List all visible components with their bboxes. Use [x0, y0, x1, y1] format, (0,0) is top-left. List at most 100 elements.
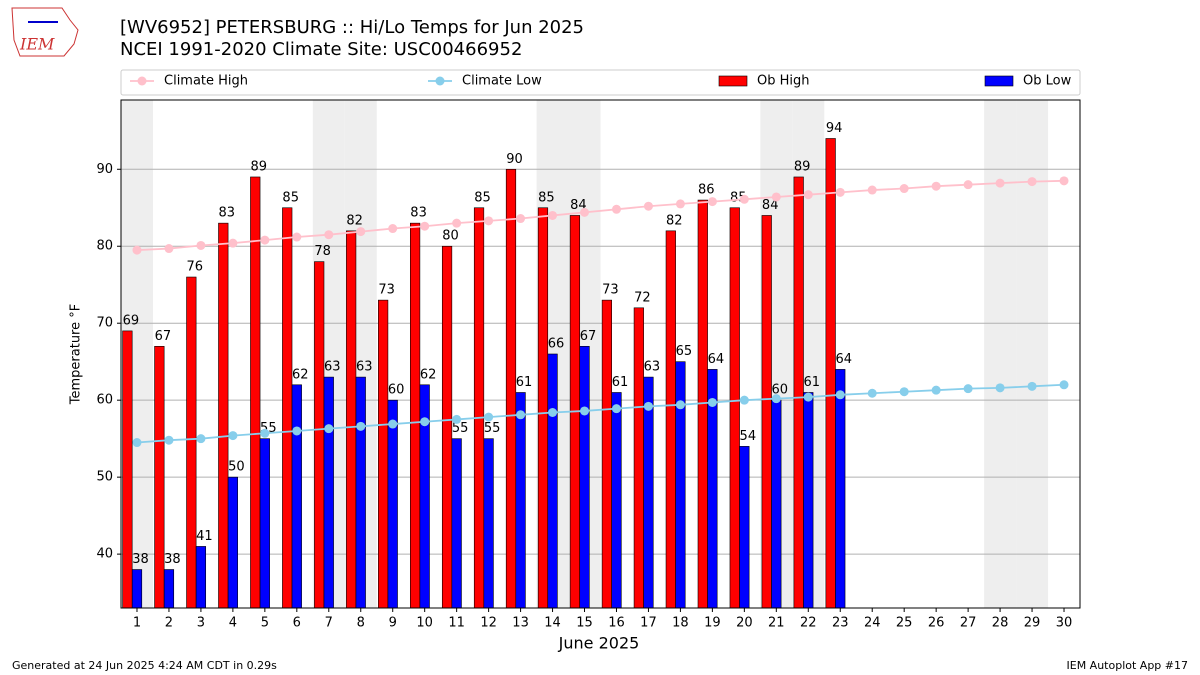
- bar: [154, 346, 165, 609]
- bar: [771, 399, 782, 609]
- bar: [131, 569, 143, 609]
- line-marker: [1059, 176, 1069, 186]
- line-marker: [835, 187, 845, 197]
- line-marker: [356, 421, 366, 431]
- footer-left: Generated at 24 Jun 2025 4:24 AM CDT in …: [12, 659, 277, 672]
- value-label: 61: [803, 375, 820, 390]
- y-axis-label: Temperature °F: [69, 304, 84, 405]
- line-marker: [1059, 380, 1069, 390]
- value-label: 64: [708, 352, 725, 367]
- value-label: 85: [538, 190, 555, 205]
- line-marker: [963, 384, 973, 394]
- weekend-shade: [1016, 100, 1049, 608]
- x-tick-label: 15: [576, 616, 593, 631]
- bar: [633, 307, 644, 609]
- bar: [601, 299, 612, 609]
- bar: [227, 476, 238, 609]
- line-marker: [771, 394, 781, 404]
- bar: [483, 438, 494, 609]
- bar: [505, 168, 517, 609]
- value-label: 83: [218, 206, 235, 221]
- x-tick-label: 24: [864, 616, 881, 631]
- x-tick-label: 3: [197, 616, 205, 631]
- value-label: 83: [410, 206, 427, 221]
- value-label: 62: [292, 367, 309, 382]
- value-label: 67: [580, 329, 597, 344]
- value-label: 85: [282, 190, 299, 205]
- line-marker: [803, 392, 813, 402]
- value-label: 54: [740, 429, 757, 444]
- line-marker: [356, 227, 366, 237]
- bar: [122, 330, 133, 609]
- logo: IEM: [11, 7, 79, 57]
- x-tick-label: 2: [165, 616, 173, 631]
- bar: [579, 346, 590, 609]
- line-marker: [611, 404, 621, 414]
- value-label: 55: [452, 421, 469, 436]
- line-marker: [292, 426, 302, 436]
- value-label: 89: [250, 159, 267, 174]
- bar: [409, 222, 421, 609]
- x-tick-label: 21: [768, 616, 785, 631]
- line-marker: [867, 388, 877, 398]
- x-tick-label: 4: [229, 616, 237, 631]
- x-tick-label: 25: [896, 616, 913, 631]
- legend-marker: [435, 76, 445, 86]
- legend-marker: [137, 76, 147, 86]
- line-marker: [643, 201, 653, 211]
- value-label: 50: [228, 460, 245, 475]
- weekend-shade: [984, 100, 1017, 608]
- x-tick-label: 6: [293, 616, 301, 631]
- value-label: 73: [378, 283, 395, 298]
- bar: [163, 569, 175, 609]
- legend-label: Climate Low: [462, 74, 542, 89]
- bar: [643, 376, 654, 609]
- line-marker: [452, 414, 462, 424]
- bar: [675, 361, 686, 609]
- line-marker: [995, 178, 1005, 188]
- y-tick-label: 90: [96, 162, 113, 177]
- line-marker: [835, 390, 845, 400]
- bar: [761, 215, 772, 609]
- x-tick-label: 1: [133, 616, 141, 631]
- bar: [218, 222, 229, 609]
- legend-label: Ob High: [757, 74, 810, 89]
- line-marker: [324, 424, 334, 434]
- footer-right: IEM Autoplot App #17: [1067, 659, 1189, 672]
- line-marker: [707, 397, 717, 407]
- legend-box: [120, 69, 1081, 96]
- x-tick-label: 18: [672, 616, 689, 631]
- x-tick-label: 8: [357, 616, 365, 631]
- plot-frame: [120, 99, 1081, 609]
- value-label: 55: [484, 421, 501, 436]
- value-label: 69: [123, 313, 140, 328]
- x-tick-label: 16: [608, 616, 625, 631]
- x-tick-label: 9: [389, 616, 397, 631]
- value-label: 72: [634, 290, 651, 305]
- bar: [473, 207, 485, 609]
- bar: [346, 230, 357, 609]
- y-tick-label: 40: [96, 547, 113, 562]
- x-tick-label: 7: [325, 616, 333, 631]
- bar: [537, 207, 549, 609]
- x-tick-label: 23: [832, 616, 849, 631]
- bar: [825, 138, 836, 609]
- value-label: 63: [356, 360, 373, 375]
- line-marker: [420, 417, 430, 427]
- value-label: 78: [314, 244, 331, 259]
- line-marker: [739, 194, 749, 204]
- bar: [291, 384, 302, 609]
- value-label: 61: [516, 375, 533, 390]
- line-marker: [899, 184, 909, 194]
- x-tick-label: 5: [261, 616, 269, 631]
- value-label: 63: [324, 360, 341, 375]
- line-marker: [196, 434, 206, 444]
- line-marker: [228, 431, 238, 441]
- bar: [611, 392, 622, 609]
- bar: [314, 261, 325, 609]
- line-marker: [484, 216, 494, 226]
- legend-label: Ob Low: [1023, 74, 1072, 89]
- bar: [378, 299, 389, 609]
- x-tick-label: 12: [480, 616, 497, 631]
- line-marker: [963, 180, 973, 190]
